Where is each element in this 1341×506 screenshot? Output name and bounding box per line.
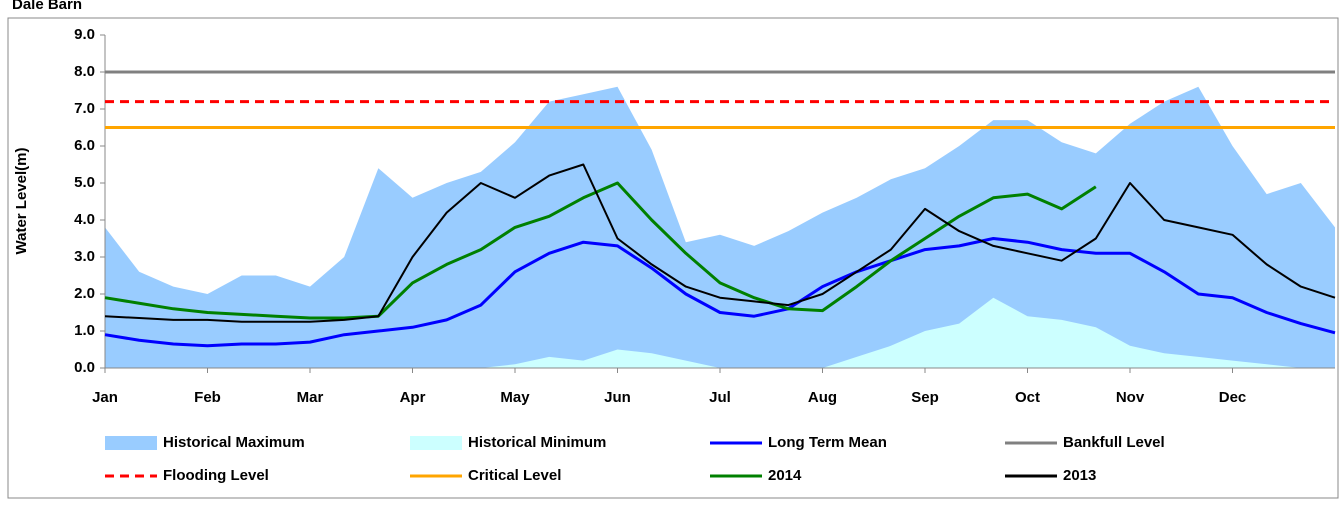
legend-label: Bankfull Level <box>1063 434 1165 451</box>
x-tick-label: Jun <box>604 389 631 406</box>
y-tick-label: 9.0 <box>74 26 95 43</box>
series-line <box>104 181 1097 320</box>
legend-label: 2014 <box>768 467 802 484</box>
y-tick-label: 6.0 <box>74 137 95 154</box>
legend-label: Flooding Level <box>163 467 269 484</box>
x-tick-label: Nov <box>1116 389 1145 406</box>
y-tick-label: 5.0 <box>74 174 95 191</box>
legend-label: Historical Minimum <box>468 434 606 451</box>
x-tick-label: Sep <box>911 389 939 406</box>
legend-swatch <box>410 436 462 450</box>
x-tick-label: Apr <box>400 389 426 406</box>
x-tick-label: Dec <box>1219 389 1247 406</box>
x-tick-label: Jan <box>92 389 118 406</box>
x-tick-label: Jul <box>709 389 731 406</box>
x-tick-label: Oct <box>1015 389 1040 406</box>
legend-swatch <box>105 436 157 450</box>
legend-label: Historical Maximum <box>163 434 305 451</box>
x-tick-label: Mar <box>297 389 324 406</box>
y-tick-label: 3.0 <box>74 248 95 265</box>
area <box>105 86 1335 369</box>
legend-label: Long Term Mean <box>768 434 887 451</box>
x-tick-label: Aug <box>808 389 837 406</box>
chart-title: Dale Barn <box>12 0 82 13</box>
x-tick-label: May <box>500 389 530 406</box>
y-axis-label: Water Level(m) <box>13 148 30 255</box>
y-tick-label: 8.0 <box>74 63 95 80</box>
x-tick-label: Feb <box>194 389 221 406</box>
legend-label: Critical Level <box>468 467 561 484</box>
series-line <box>104 237 1336 348</box>
y-tick-label: 2.0 <box>74 285 95 302</box>
area <box>105 297 1335 368</box>
y-tick-label: 0.0 <box>74 359 95 376</box>
y-tick-label: 4.0 <box>74 211 95 228</box>
legend-label: 2013 <box>1063 467 1096 484</box>
y-tick-label: 7.0 <box>74 100 95 117</box>
y-tick-label: 1.0 <box>74 322 95 339</box>
series-line <box>104 163 1336 323</box>
